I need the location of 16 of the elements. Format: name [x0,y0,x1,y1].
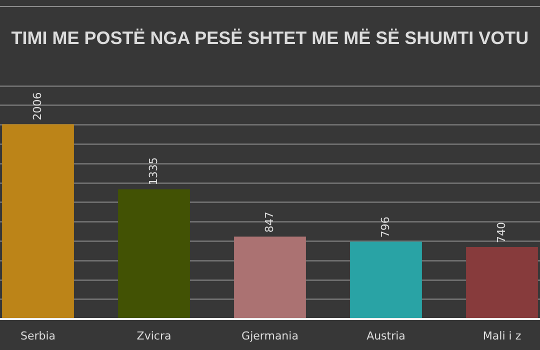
bar [2,124,74,318]
bar [466,247,538,318]
x-tick-label: Mali i z [482,329,522,342]
data-label: 740 [494,222,508,244]
bar [234,236,306,318]
x-tick-label: Zvicra [136,329,172,342]
data-label: 847 [262,212,276,233]
bar [350,242,422,318]
data-label: 1335 [146,157,160,186]
bar [118,189,190,318]
x-tick-label: Austria [366,329,406,342]
x-tick-label: Serbia [20,329,56,342]
data-label: 796 [378,216,392,238]
data-label: 2006 [30,92,44,120]
x-tick-label: Gjermania [242,329,298,342]
chart-title: TIMI ME POSTË NGA PESË SHTET ME MË SË SHUMTI VOTU [10,28,530,49]
